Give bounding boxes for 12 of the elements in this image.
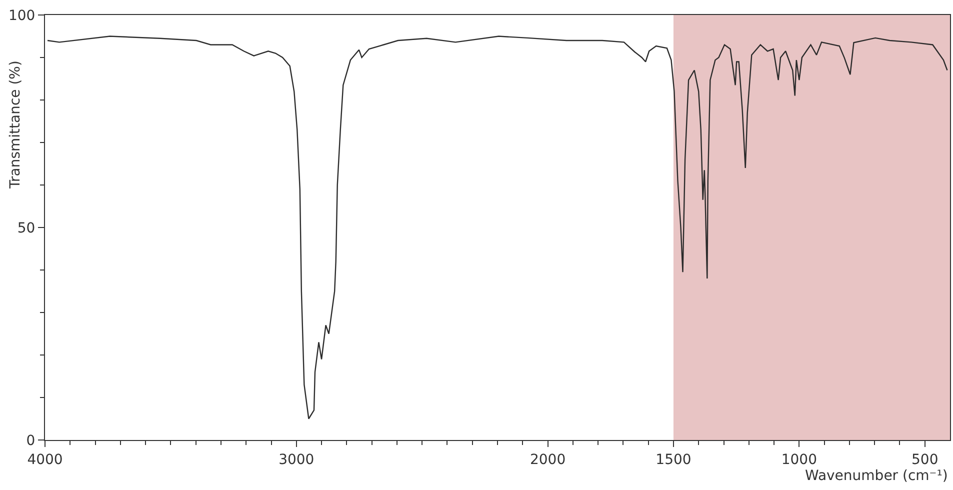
- x-tick-label: 3000: [278, 452, 314, 468]
- x-tick-label: 2000: [530, 452, 566, 468]
- x-tick-label: 500: [911, 452, 938, 468]
- y-axis-title: Transmittance (%): [8, 60, 24, 190]
- x-tick-label: 4000: [27, 452, 63, 468]
- line-series: [46, 36, 948, 420]
- y-tick-label: 50: [17, 220, 36, 236]
- y-tick-label: 0: [26, 432, 36, 449]
- y-tick-label: 100: [8, 8, 36, 24]
- x-tick-label: 1000: [781, 452, 817, 468]
- x-tick-label: 1500: [656, 452, 692, 468]
- x-axis-title: Wavenumber (cm⁻¹): [805, 468, 948, 484]
